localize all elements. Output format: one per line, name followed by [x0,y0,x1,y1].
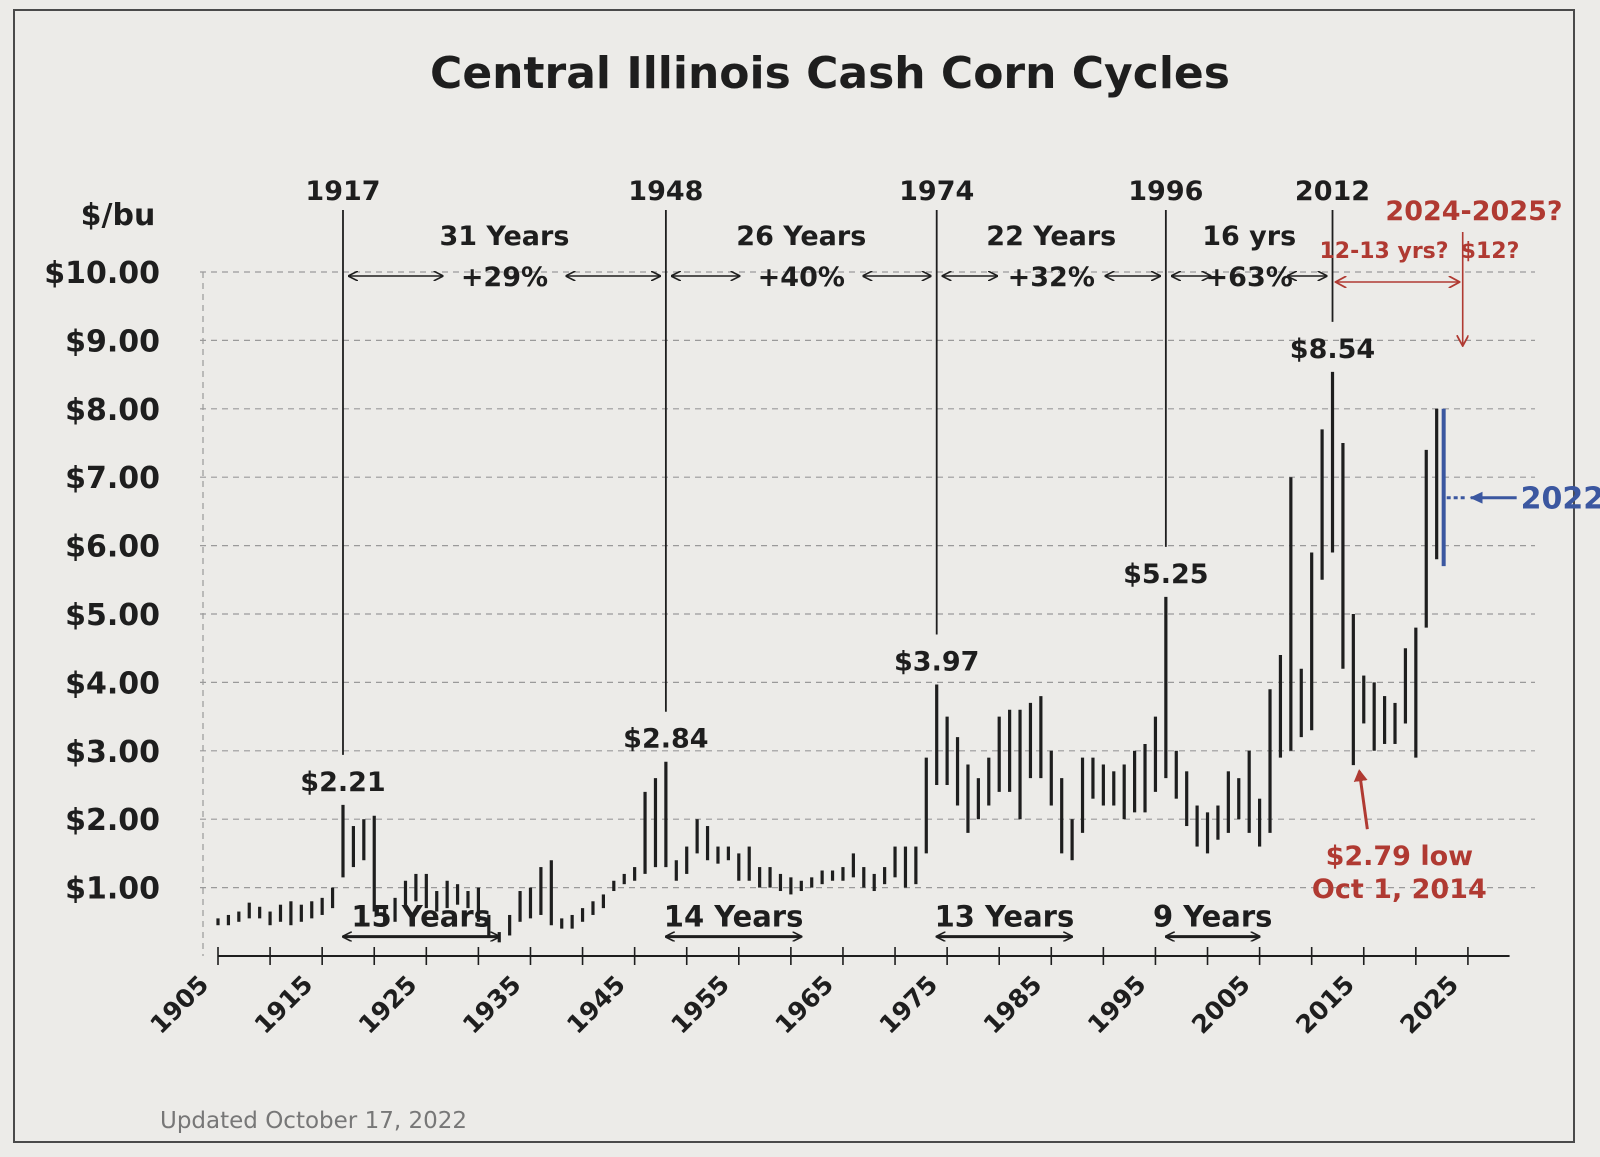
cycle-peak-year-1948: 1948 [628,176,703,207]
y-axis-ticks: $1.00 $2.00 $3.00 $4.00 $5.00 $6.00 $7.00 $8.00… [44,256,160,907]
current-annotation-label: 2022 [1521,482,1600,517]
y-tick-label: $3.00 [65,735,160,770]
cycle-peak-year-1974: 1974 [899,176,974,207]
cycle-peak-year-2012: 2012 [1295,176,1370,207]
y-tick-label: $5.00 [65,598,160,633]
forecast-label: 2024-2025? [1385,196,1562,227]
x-axis [217,947,1510,965]
cycle-span-change: +29% [461,262,548,293]
cycle-peak-year-1917: 1917 [305,176,380,207]
y-tick-label: $10.00 [44,256,160,291]
low-span-label: 9 Years [1153,900,1272,934]
cycle-span-change: +32% [1008,262,1095,293]
cycle-span-years: 22 Years [986,221,1116,252]
forecast-price-label: $12? [1461,239,1520,264]
chart-title: Central Illinois Cash Corn Cycles [430,48,1230,99]
peak-value-label-1996: $5.25 [1123,559,1208,590]
y-tick-label: $7.00 [65,461,160,496]
cycle-span-years: 16 yrs [1202,221,1296,252]
footer-note: Updated October 17, 2022 [160,1108,467,1134]
chart-border [13,9,1575,1143]
peak-value-label-1974: $3.97 [894,646,979,677]
y-tick-label: $6.00 [65,530,160,565]
price-range-bars [216,371,1446,943]
y-tick-label: $9.00 [65,324,160,359]
low-annotation-date: Oct 1, 2014 [1312,874,1487,905]
cycle-span-change: +63% [1206,262,1293,293]
y-tick-label: $8.00 [65,393,160,428]
cycle-span-years: 26 Years [736,221,866,252]
forecast-span-label: 12-13 yrs? [1319,239,1448,264]
low-annotation-arrow [1353,769,1369,830]
peak-value-label-2012: $8.54 [1290,334,1375,365]
low-span-label: 14 Years [664,900,804,934]
low-span-label: 15 Years [351,900,491,934]
peak-value-label-1948: $2.84 [623,724,708,755]
y-tick-label: $2.00 [65,803,160,838]
cycle-peak-year-1996: 1996 [1128,176,1203,207]
cycle-span-years: 31 Years [439,221,569,252]
y-axis-label: $/bu [81,198,156,233]
low-annotation-value: $2.79 low [1326,841,1474,872]
low-span-label: 13 Years [935,900,1075,934]
peak-value-label-1917: $2.21 [300,767,385,798]
y-tick-label: $1.00 [65,872,160,907]
cycle-span-change: +40% [758,262,845,293]
annotations: 1917 1948 1974 1996 2012 $2.21 $2.84 $3.97 $5.25… [300,176,1600,937]
y-tick-label: $4.00 [65,666,160,701]
